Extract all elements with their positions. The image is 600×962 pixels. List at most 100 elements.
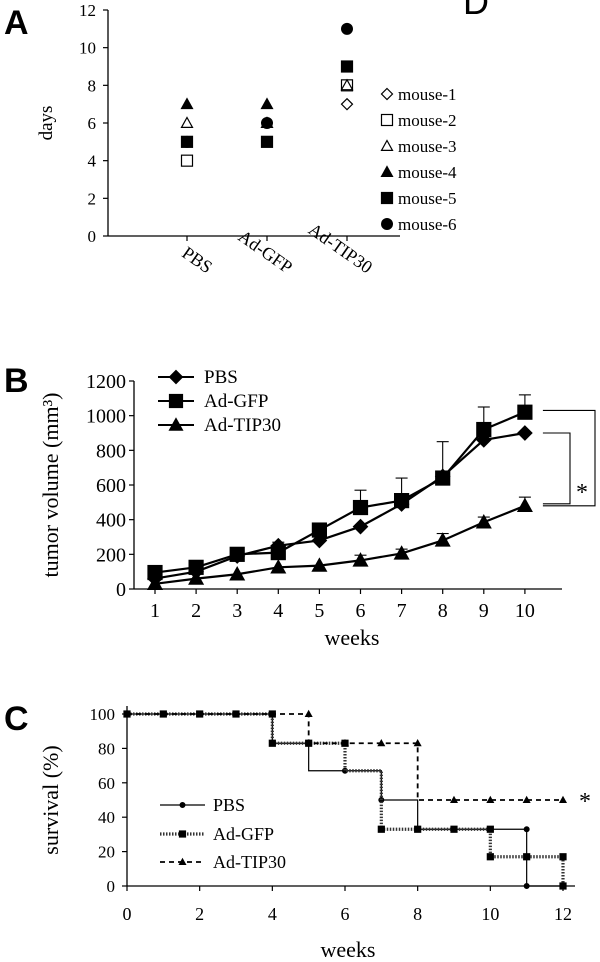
panel-a-legend-label: mouse-3 xyxy=(398,137,457,156)
panel-c-legend-marker xyxy=(179,802,186,808)
panel-label-b: B xyxy=(4,362,29,400)
panel-a-legend-label: mouse-2 xyxy=(398,111,457,130)
panel-a-y-tick-label: 12 xyxy=(79,1,96,20)
panel-a-category-label: PBS xyxy=(178,243,216,278)
panel-b-x-tick-label: 6 xyxy=(356,600,366,622)
panel-a-category-label: Ad-GFP xyxy=(235,226,296,277)
panel-b-y-tick-label: 600 xyxy=(96,475,126,497)
panel-a-y-tick-label: 4 xyxy=(88,152,97,171)
panel-c-y-tick-label: 100 xyxy=(90,705,116,724)
panel-b-legend-label: Ad-GFP xyxy=(204,391,268,412)
panel-b-point xyxy=(352,499,369,516)
panel-a-y-tick-label: 6 xyxy=(88,114,97,133)
panel-c-point xyxy=(486,853,494,861)
panel-b-point xyxy=(270,544,286,561)
panel-b-x-tick-label: 1 xyxy=(150,600,160,622)
panel-b-point xyxy=(517,404,533,420)
panel-a-y-tick-label: 10 xyxy=(79,39,96,58)
panel-c-legend-marker xyxy=(178,857,187,866)
panel-b-point xyxy=(475,514,492,529)
panel-b-point xyxy=(229,566,246,581)
panel-a-point xyxy=(260,97,274,110)
panel-c-y-axis-title: survival (%) xyxy=(38,745,63,854)
panel-a-legend-label: mouse-5 xyxy=(398,189,457,208)
panel-b-y-axis-title: tumor volume (mm³) xyxy=(38,392,63,577)
panel-a-point xyxy=(260,135,274,148)
panel-c-legend-label: Ad-GFP xyxy=(213,824,274,844)
panel-c-y-tick-label: 20 xyxy=(98,843,115,862)
panel-b-legend-marker xyxy=(168,369,184,385)
panel-b-point xyxy=(188,570,205,585)
panel-c-point xyxy=(304,709,313,718)
panel-a-category-label: Ad-TIP30 xyxy=(305,219,376,277)
panel-c-y-tick-label: 40 xyxy=(98,808,115,827)
panel-b-point xyxy=(393,545,410,560)
panel-c-x-tick-label: 0 xyxy=(123,904,132,924)
panel-c-x-tick-label: 6 xyxy=(341,904,350,924)
panel-b-y-tick-label: 800 xyxy=(96,440,126,462)
panel-a-legend-marker xyxy=(380,191,394,205)
panel-c-x-tick-label: 12 xyxy=(554,904,572,924)
panel-a-legend-marker xyxy=(380,87,394,101)
panel-b-x-tick-label: 2 xyxy=(191,600,201,622)
panel-c-x-axis-title: weeks xyxy=(321,937,376,962)
panel-c-point xyxy=(268,739,276,747)
panel-b-point xyxy=(352,552,369,567)
panel-c-point xyxy=(559,853,567,861)
panel-b-point xyxy=(352,518,369,535)
panel-c-point xyxy=(523,826,530,833)
panel-a-point xyxy=(180,154,194,167)
panel-c-point xyxy=(558,795,568,804)
panel-b-series-line xyxy=(154,431,526,580)
panel-a-point xyxy=(341,22,353,35)
panel-c-point xyxy=(486,795,495,804)
panel-b-x-tick-label: 5 xyxy=(314,600,324,622)
panel-c-point xyxy=(413,739,422,747)
panel-c-legend-label: PBS xyxy=(213,795,245,815)
panel-a-legend-label: mouse-1 xyxy=(398,85,457,104)
panel-c-x-tick-label: 8 xyxy=(413,904,422,924)
panel-c-point xyxy=(486,825,494,833)
panel-a-point xyxy=(340,60,354,73)
panel-b-point xyxy=(229,546,245,562)
panel-b-significance-bracket-outer xyxy=(542,409,596,507)
panel-c-series-line xyxy=(127,713,563,801)
panel-b-chart: 0 200 400 600 800 1000 1200 1 2 3 4 5 6 7 8 9 10 weeks tum… xyxy=(38,367,596,650)
panel-b-significance-star: * xyxy=(576,480,588,506)
panel-b-legend-marker xyxy=(168,393,184,409)
panel-c-chart: 0 20 40 60 80 100 0 2 4 6 8 10 12 weeks survival (%) PB… xyxy=(38,705,591,962)
panel-a-legend-label: mouse-4 xyxy=(398,163,457,182)
panel-b-point xyxy=(311,557,328,572)
panel-a-point xyxy=(261,117,273,129)
panel-a-chart: 0 2 4 6 8 10 12 days PBS Ad-GFP Ad-TIP30 mouse-1 mou… xyxy=(36,1,457,277)
panel-c-x-tick-label: 4 xyxy=(268,904,277,924)
panel-a-point xyxy=(180,97,194,110)
panel-a-y-tick-label: 8 xyxy=(88,76,97,95)
panel-b-y-tick-label: 200 xyxy=(96,544,126,566)
panel-b-x-tick-label: 3 xyxy=(232,600,242,622)
panel-a-legend-marker xyxy=(381,218,393,230)
panel-b-point xyxy=(270,559,287,574)
panel-b-point xyxy=(517,425,533,441)
panel-b-point xyxy=(394,493,410,509)
panel-a-point xyxy=(340,97,354,111)
panel-a-y-tick-label: 2 xyxy=(88,189,97,208)
panel-label-a: A xyxy=(4,4,29,42)
panel-a-legend-label: mouse-6 xyxy=(398,215,457,234)
panel-c-point xyxy=(523,853,531,861)
panel-b-legend-marker xyxy=(168,417,184,431)
panel-b-point xyxy=(146,575,164,591)
panel-a-legend-marker xyxy=(380,113,394,127)
panel-b-y-tick-label: 1200 xyxy=(86,371,126,393)
panel-b-point xyxy=(311,522,327,538)
panel-b-x-tick-label: 9 xyxy=(479,600,489,622)
panel-a-legend-marker xyxy=(380,139,394,151)
panel-c-point xyxy=(377,739,386,747)
panel-b-x-tick-label: 8 xyxy=(438,600,448,622)
panel-b-y-tick-label: 1000 xyxy=(86,406,126,428)
panel-b-point xyxy=(476,421,492,438)
panel-label-c: C xyxy=(4,700,29,738)
panel-c-x-tick-label: 2 xyxy=(195,904,204,924)
panel-c-x-tick-label: 10 xyxy=(481,904,499,924)
panel-c-y-tick-label: 0 xyxy=(107,877,116,896)
